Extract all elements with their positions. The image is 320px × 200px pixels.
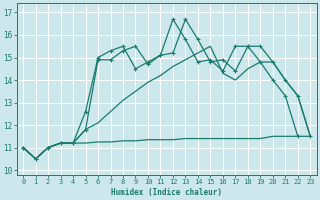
X-axis label: Humidex (Indice chaleur): Humidex (Indice chaleur) (111, 188, 222, 197)
